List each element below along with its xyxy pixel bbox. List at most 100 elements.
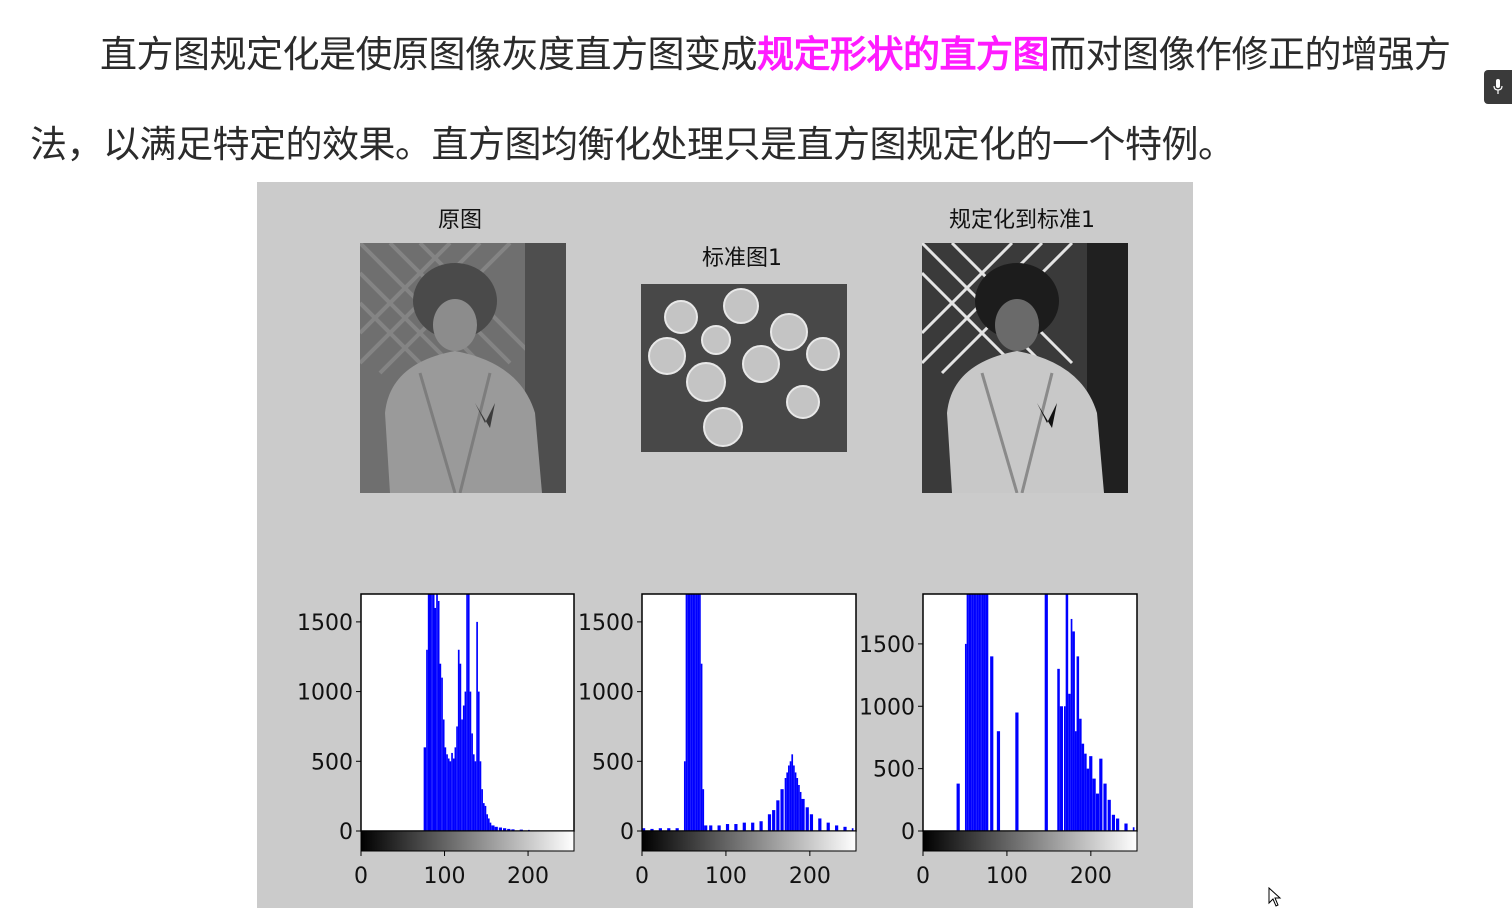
histogram-bar (445, 747, 447, 831)
histogram-bar (433, 594, 435, 831)
histogram-bar (424, 747, 427, 831)
y-tick-label: 500 (873, 758, 915, 783)
histogram-bar (692, 594, 694, 831)
histogram-bar (470, 692, 472, 831)
mouse-cursor-icon (1268, 887, 1282, 907)
histogram-bar (460, 664, 462, 831)
histogram-bar (448, 759, 450, 831)
y-tick-label: 500 (311, 750, 353, 775)
histogram-bar (686, 594, 688, 831)
histogram-bar (463, 706, 465, 831)
histogram-bar (429, 594, 431, 831)
histogram-bar (997, 731, 1000, 831)
histogram-bar (1075, 731, 1077, 831)
histogram-bar (1116, 819, 1119, 831)
histogram-bar (481, 789, 483, 831)
y-tick-label: 1500 (297, 611, 353, 636)
histogram-bar (687, 594, 689, 831)
histogram-bar (1099, 759, 1102, 831)
histogram-bar (772, 810, 775, 831)
histogram-bar (1084, 754, 1087, 831)
histogram-bar (699, 594, 701, 831)
plot-area (642, 594, 856, 831)
histogram-bar (975, 594, 977, 831)
histogram-bar (1096, 794, 1099, 831)
histogram-bar (483, 803, 485, 831)
histogram-bar (978, 594, 980, 831)
histogram-bar (694, 594, 696, 831)
x-tick-label: 0 (354, 864, 368, 889)
x-tick-label: 100 (705, 864, 747, 889)
x-tick-label: 200 (1070, 864, 1112, 889)
histogram-bar (759, 821, 762, 831)
x-tick-label: 100 (424, 864, 466, 889)
histogram-bar (1015, 713, 1018, 832)
y-tick-label: 1000 (578, 681, 634, 706)
histogram-bar (441, 678, 443, 831)
y-tick-label: 0 (339, 820, 353, 845)
histogram-bar (1124, 824, 1127, 831)
histogram-bar (790, 761, 792, 831)
histogram-bar (475, 761, 477, 831)
histogram-bar (1079, 719, 1082, 831)
histogram-bar (696, 594, 698, 831)
histogram-bar (718, 825, 721, 831)
histogram-bar (1072, 631, 1075, 831)
highlighted-text: 规定形状的直方图 (757, 33, 1049, 76)
histogram-bar (965, 644, 967, 831)
histogram-bar (972, 594, 974, 831)
histogram-bar (455, 747, 457, 831)
x-tick-label: 200 (789, 864, 831, 889)
histogram-bar (957, 784, 960, 831)
histogram-bar (440, 664, 442, 831)
histogram-bar (973, 594, 975, 831)
histogram-bar (1089, 756, 1092, 831)
histogram-bar (491, 825, 494, 831)
histogram-bar (1082, 744, 1085, 831)
y-tick-label: 1000 (297, 681, 353, 706)
histogram-bar (1066, 594, 1069, 831)
y-tick-label: 1500 (859, 633, 915, 658)
histogram-bar (786, 772, 788, 831)
histogram-bar (473, 754, 475, 831)
histogram-bar (704, 825, 707, 831)
voice-input-button[interactable] (1484, 70, 1512, 104)
histogram-bar (796, 778, 798, 831)
histogram-bar (970, 594, 972, 831)
histogram-bar (726, 824, 729, 831)
gray-colorbar (361, 831, 574, 851)
histogram-bar (795, 772, 797, 831)
histogram-bar (1068, 694, 1071, 831)
histogram-bar (466, 594, 468, 831)
histogram-bar (1077, 656, 1080, 831)
histogram-bar (967, 594, 969, 831)
y-tick-label: 1000 (859, 695, 915, 720)
histogram-bar (818, 818, 821, 831)
histogram-bar (436, 594, 438, 831)
histogram-bar (835, 825, 838, 831)
histogram-bar (689, 594, 691, 831)
histogram-bar (446, 754, 448, 831)
histogram-bar (977, 594, 979, 831)
histogram-bar (990, 656, 993, 831)
histogram-bar (438, 601, 440, 831)
histogram-bar (776, 800, 779, 831)
histogram-bar (431, 594, 433, 831)
histogram-bar (443, 719, 445, 831)
histogram-bar (800, 792, 802, 831)
histogram-bar (810, 814, 813, 831)
histogram-bar (476, 622, 478, 831)
histogram-bar (701, 664, 703, 831)
histogram-bar (1057, 669, 1060, 831)
histogram-bar (768, 814, 771, 831)
y-tick-label: 0 (901, 820, 915, 845)
histogram-bar (780, 789, 783, 831)
x-tick-label: 0 (635, 864, 649, 889)
histogram-bar (798, 785, 800, 831)
histogram-bar (702, 789, 704, 831)
histogram-bar (691, 594, 693, 831)
histogram-bar (734, 824, 737, 831)
histogram-bar (1112, 815, 1115, 831)
histogram-bar (478, 692, 480, 831)
histogram-bar (743, 823, 746, 831)
